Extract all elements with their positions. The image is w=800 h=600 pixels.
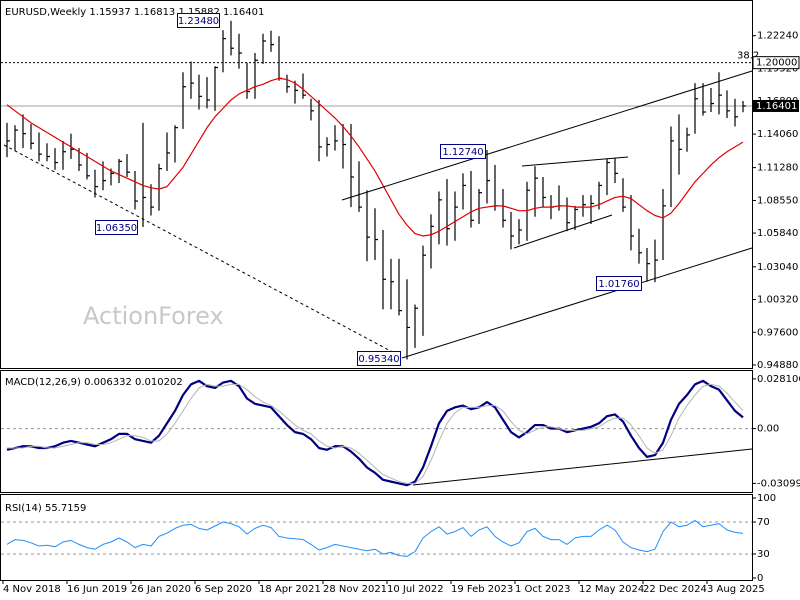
trendlines [3,70,753,486]
y-tick-label: 0.028106 [757,374,800,385]
trend-line [412,448,753,486]
level-fib-label: 38.2 [737,51,759,62]
annotation: 1.01760 [598,279,639,290]
annotation-box [596,276,642,291]
watermark: ActionForex [83,302,224,330]
moving-average [6,77,744,237]
x-tick-label: 4 Nov 2018 [3,584,61,595]
annotation-box [177,13,220,28]
x-tick-label: 18 Apr 2021 [259,584,321,595]
last-price-label: 1.16401 [756,101,797,112]
y-tick-label: 1.08550 [757,195,798,206]
annotation-box [440,144,486,159]
panel-title: RSI(14) 55.7159 [5,503,86,514]
annotation: 1.12740 [442,147,483,158]
annotations: 1.23480 1.06350 1.12740 0.95340 1.01760 [95,13,642,366]
y-tick-label: 1.22240 [757,31,798,42]
level-box [752,56,800,70]
annotation-box [95,220,138,235]
rsi-panel [0,494,753,581]
annotation: 1.23480 [178,16,219,27]
y-tick-label: 1.14060 [757,129,798,140]
x-tick-label: 28 Nov 2021 [323,584,387,595]
y-tick-label: 0.00 [757,424,779,435]
panel-title: MACD(12,26,9) 0.006332 0.010202 [5,377,183,388]
trend-line [401,247,753,359]
y-tick-label: 1.03040 [757,262,798,273]
x-tick-label: 1 Oct 2023 [515,584,570,595]
macd-panel [0,370,753,493]
x-tick-label: 3 Aug 2025 [707,584,765,595]
price-panel [0,0,753,369]
x-tick-label: 6 Sep 2020 [195,584,252,595]
x-tick-label: 10 Jul 2022 [387,584,444,595]
x-tick-label: 16 Jun 2019 [67,584,127,595]
level-label: 1.20000 [756,58,797,69]
x-tick-label: 12 May 2024 [579,584,644,595]
trend-line [3,144,401,357]
y-tick-label: 1.11280 [757,163,798,174]
panel-title: EURUSD,Weekly 1.15937 1.16813 1.15882 1.… [5,7,264,18]
trend-line [341,70,753,201]
trend-line [521,156,629,167]
trend-line [513,214,613,249]
y-tick-label: 1.00320 [757,295,798,306]
indicator-line [7,383,744,484]
y-tick-label: -0.03099 [757,478,800,489]
y-tick-label: 0.94880 [757,360,798,371]
last-price-box [753,99,799,112]
y-tick-label: 30 [757,549,770,560]
annotation-box [357,351,401,366]
x-tick-label: 22 Dec 2024 [643,584,707,595]
y-tick-label: 1.05840 [757,228,798,239]
indicator-line [6,519,744,557]
annotation: 1.06350 [96,223,137,234]
x-tick-label: 19 Feb 2023 [451,584,513,595]
y-tick-label: 100 [757,493,776,504]
x-tick-label: 26 Jan 2020 [131,584,191,595]
annotation: 0.95340 [358,354,399,365]
y-tick-label: 0.97600 [757,327,798,338]
y-tick-label: 0 [757,573,763,584]
y-tick-label: 70 [757,517,770,528]
